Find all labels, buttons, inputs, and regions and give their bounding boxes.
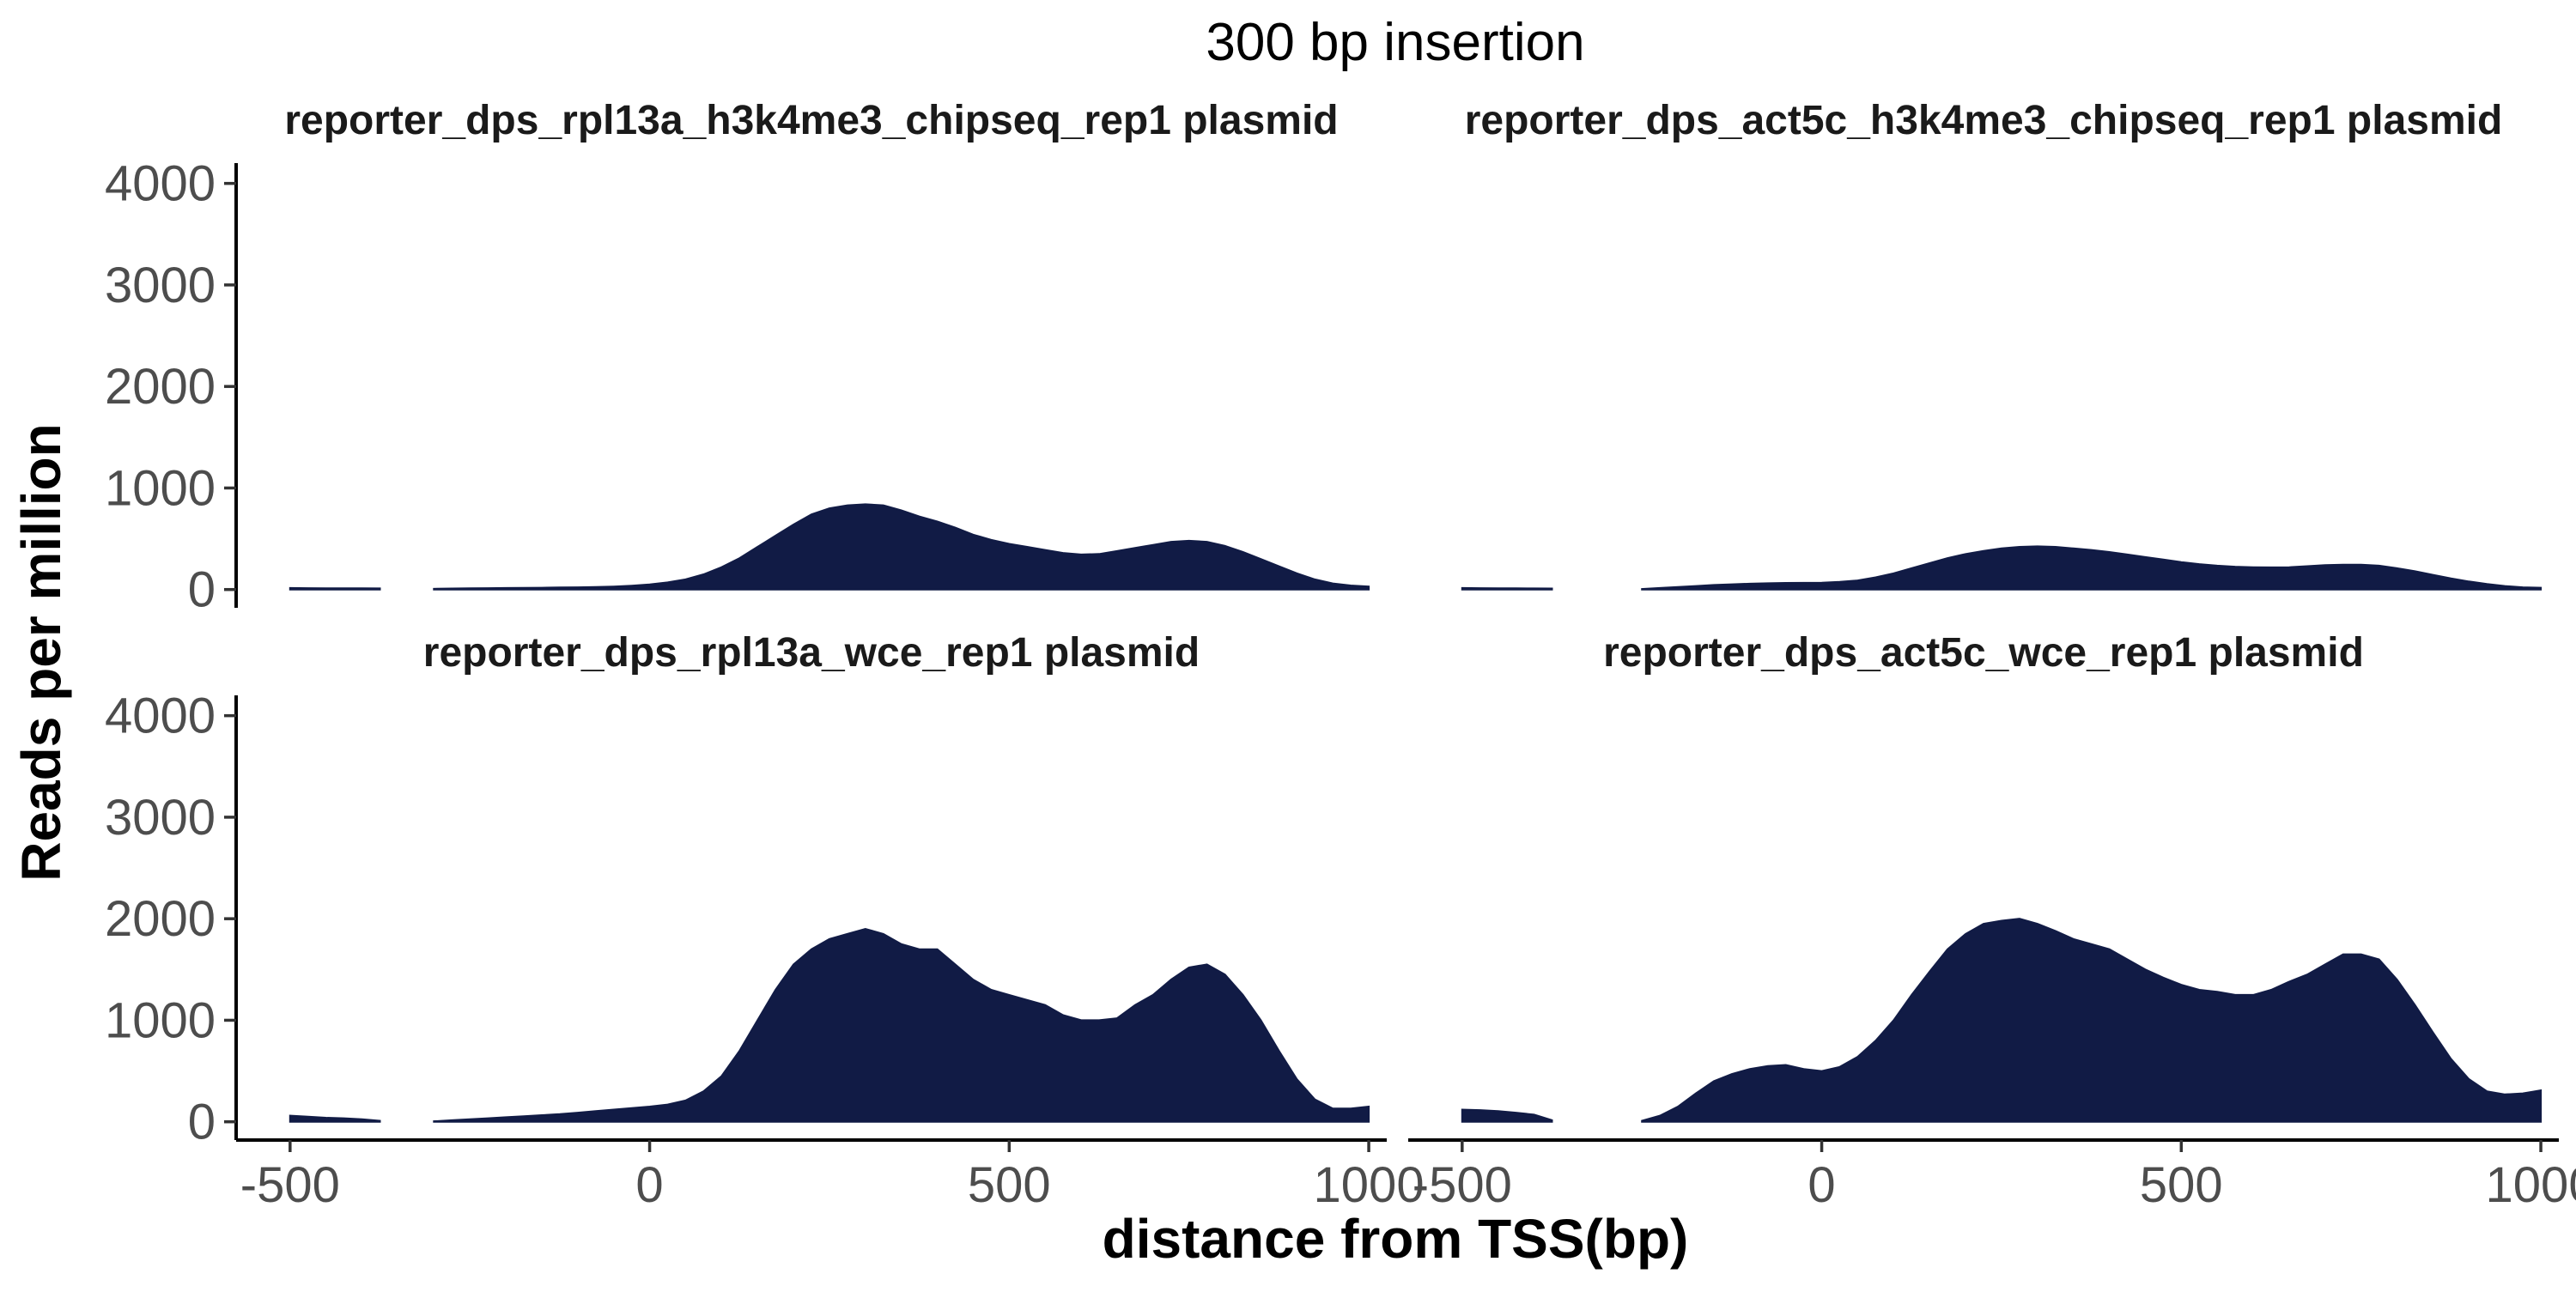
y-tick-label: 1000 xyxy=(105,460,216,516)
panel-title: reporter_dps_rpl13a_wce_rep1 plasmid xyxy=(423,630,1200,676)
panel-title: reporter_dps_rpl13a_h3k4me3_chipseq_rep1… xyxy=(284,98,1338,143)
y-axis-title: Reads per million xyxy=(10,423,72,881)
x-tick-label: 500 xyxy=(2140,1157,2223,1213)
x-tick-label: 500 xyxy=(968,1157,1051,1213)
y-tick-label: 0 xyxy=(188,1095,216,1150)
panel-1: reporter_dps_rpl13a_h3k4me3_chipseq_rep1… xyxy=(105,98,1370,618)
area-series-segment xyxy=(289,1114,381,1123)
area-series-segment xyxy=(433,503,1370,591)
panel-4: reporter_dps_act5c_wce_rep1 plasmid -500 0… xyxy=(1408,630,2576,1213)
y-tick-label: 2000 xyxy=(105,891,216,947)
area-series-segment xyxy=(1461,1108,1553,1123)
y-tick-label: 4000 xyxy=(105,688,216,744)
panels: reporter_dps_rpl13a_h3k4me3_chipseq_rep1… xyxy=(105,98,2576,1213)
x-tick-label: -500 xyxy=(240,1157,340,1213)
panel-3: reporter_dps_rpl13a_wce_rep1 plasmid 0 100… xyxy=(105,630,1425,1213)
panel-title: reporter_dps_act5c_wce_rep1 plasmid xyxy=(1603,630,2364,676)
y-tick-label: 0 xyxy=(188,562,216,618)
x-tick-label: 0 xyxy=(635,1157,663,1213)
y-tick-label: 4000 xyxy=(105,156,216,212)
panel-title: reporter_dps_act5c_h3k4me3_chipseq_rep1 … xyxy=(1465,98,2503,143)
x-tick-label: 0 xyxy=(1807,1157,1835,1213)
x-tick-label: 1000 xyxy=(1314,1157,1425,1213)
x-axis-title: distance from TSS(bp) xyxy=(1103,1208,1689,1270)
y-tick-label: 2000 xyxy=(105,359,216,415)
area-series-segment xyxy=(433,927,1370,1123)
x-tick-label: -500 xyxy=(1413,1157,1512,1213)
y-tick-label: 1000 xyxy=(105,992,216,1048)
x-tick-label: 1000 xyxy=(2486,1157,2576,1213)
panel-2: reporter_dps_act5c_h3k4me3_chipseq_rep1 … xyxy=(1461,98,2543,591)
area-series-segment xyxy=(289,586,381,591)
area-series-segment xyxy=(1641,918,2543,1123)
y-tick-label: 3000 xyxy=(105,258,216,313)
area-series-segment xyxy=(1461,586,1553,591)
chart-title: 300 bp insertion xyxy=(1206,13,1584,72)
area-series-segment xyxy=(1641,545,2543,591)
y-tick-label: 3000 xyxy=(105,790,216,846)
